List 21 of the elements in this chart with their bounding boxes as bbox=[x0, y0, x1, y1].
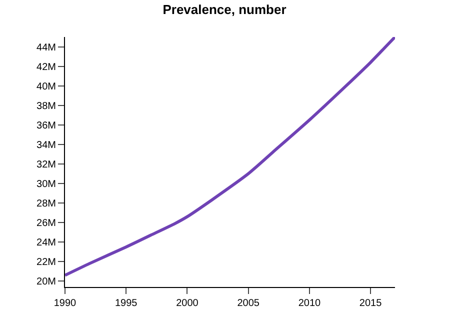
x-tick-label: 2010 bbox=[298, 298, 321, 309]
y-tick-label: 34M bbox=[36, 140, 56, 151]
y-tick-label: 32M bbox=[36, 159, 56, 170]
y-tick-label: 42M bbox=[36, 62, 56, 73]
x-tick-label: 1990 bbox=[54, 298, 77, 309]
y-tick-label: 22M bbox=[36, 257, 56, 268]
y-tick-label: 38M bbox=[36, 100, 56, 112]
y-tick-label: 24M bbox=[36, 238, 56, 249]
y-tick-label: 44M bbox=[36, 42, 56, 54]
chart-title: Prevalence, number bbox=[162, 2, 286, 17]
x-tick-label: 2005 bbox=[237, 298, 260, 309]
x-tick-label: 2000 bbox=[176, 298, 199, 309]
x-tick-label: 2015 bbox=[359, 298, 382, 309]
x-tick-label: 1995 bbox=[114, 298, 138, 309]
y-tick-label: 20M bbox=[36, 276, 56, 288]
line-series bbox=[65, 37, 395, 277]
y-tick-label: 30M bbox=[36, 178, 56, 190]
y-tick-label: 36M bbox=[36, 120, 56, 132]
y-tick-label: 28M bbox=[36, 198, 56, 210]
y-tick-label: 26M bbox=[36, 218, 56, 230]
y-tick-label: 40M bbox=[36, 81, 56, 92]
